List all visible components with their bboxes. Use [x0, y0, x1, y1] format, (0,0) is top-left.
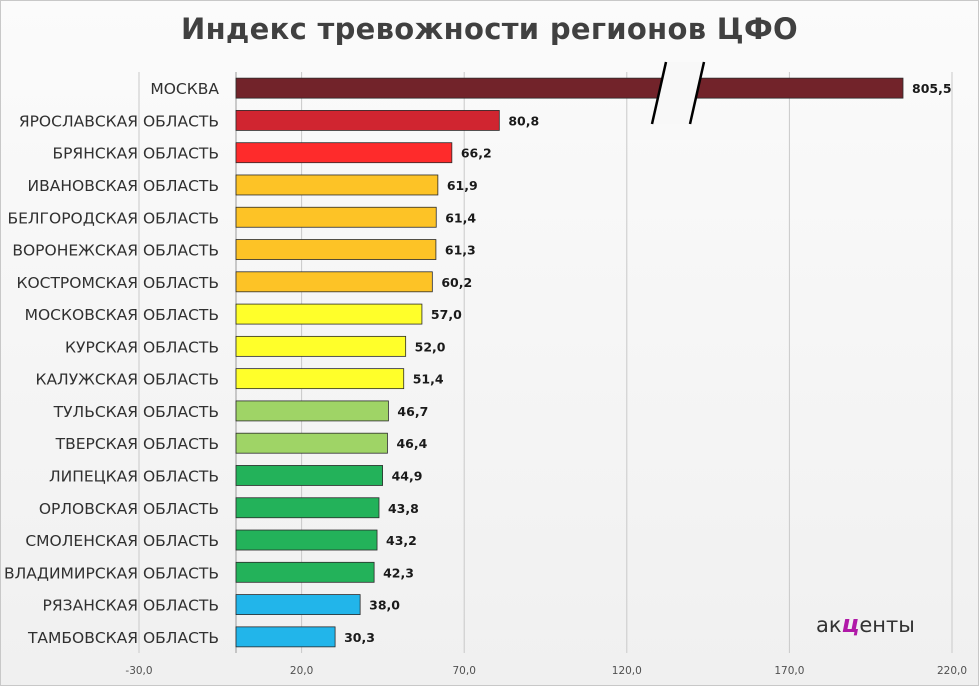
category-label: ОРЛОВСКАЯ ОБЛАСТЬ: [39, 500, 219, 518]
chart-title: Индекс тревожности регионов ЦФО: [181, 12, 798, 46]
value-label: 66,2: [461, 146, 492, 161]
bar: [235, 561, 375, 583]
category-labels: МОСКВА ЯРОСЛАВСКАЯ ОБЛАСТЬ БРЯНСКАЯ ОБЛАСТ…: [4, 80, 219, 647]
bar: [235, 110, 500, 131]
logo-accent: ц: [841, 610, 860, 638]
x-tick-label: 70,0: [453, 665, 476, 677]
bar: [235, 206, 437, 228]
value-label: 805,5: [912, 81, 952, 96]
x-tick-label: 170,0: [774, 665, 804, 677]
bars: [235, 77, 904, 648]
bar: [235, 335, 407, 357]
bar: [235, 77, 904, 99]
category-label: МОСКОВСКАЯ ОБЛАСТЬ: [25, 306, 219, 324]
bar: [235, 497, 380, 519]
category-label: БЕЛГОРОДСКАЯ ОБЛАСТЬ: [7, 209, 219, 227]
category-label: ВОРОНЕЖСКАЯ ОБЛАСТЬ: [12, 242, 219, 260]
value-label: 52,0: [415, 339, 446, 354]
value-label: 61,3: [445, 243, 476, 258]
category-label: ТВЕРСКАЯ ОБЛАСТЬ: [55, 435, 219, 453]
axis-break-mark: [650, 61, 668, 125]
category-label: ИВАНОВСКАЯ ОБЛАСТЬ: [28, 177, 219, 195]
category-label: КОСТРОМСКАЯ ОБЛАСТЬ: [16, 274, 219, 292]
x-tick-label: 20,0: [290, 665, 313, 677]
category-label: ЛИПЕЦКАЯ ОБЛАСТЬ: [49, 467, 219, 485]
value-label: 46,7: [397, 404, 428, 419]
value-label: 46,4: [396, 436, 427, 451]
akcenty-logo: акценты: [816, 610, 915, 638]
value-label: 30,3: [344, 630, 375, 645]
category-label: ВЛАДИМИРСКАЯ ОБЛАСТЬ: [4, 564, 219, 582]
value-label: 43,2: [386, 533, 417, 548]
bar: [235, 529, 378, 551]
category-label: МОСКВА: [150, 80, 219, 98]
axis-break-marks: [650, 61, 706, 125]
x-tick-labels: -30,0 20,0 70,0 120,0 170,0 220,0: [125, 665, 967, 677]
logo-prefix: ак: [816, 613, 842, 637]
x-tick-label: 220,0: [937, 665, 967, 677]
value-label: 51,4: [413, 372, 444, 387]
category-label: КАЛУЖСКАЯ ОБЛАСТЬ: [35, 371, 219, 389]
bar: [235, 368, 405, 390]
value-label: 44,9: [392, 468, 423, 483]
gridlines: [138, 72, 953, 653]
value-labels: 805,5 80,8 66,2 61,9 61,4 61,3 60,2 57,0 52,0 51,…: [344, 81, 951, 645]
bar: [235, 594, 361, 615]
value-label: 60,2: [441, 275, 472, 290]
category-label: ЯРОСЛАВСКАЯ ОБЛАСТЬ: [19, 112, 219, 130]
bar: [235, 142, 453, 164]
x-tick-label: -30,0: [125, 665, 152, 677]
category-label: ТУЛЬСКАЯ ОБЛАСТЬ: [53, 403, 219, 421]
value-label: 38,0: [369, 598, 400, 613]
value-label: 61,9: [447, 178, 478, 193]
value-label: 43,8: [388, 501, 419, 516]
bar: [235, 432, 388, 454]
axis-break-gap: [652, 62, 704, 124]
category-label: СМОЛЕНСКАЯ ОБЛАСТЬ: [25, 532, 219, 550]
axis-break-mark: [688, 61, 706, 125]
logo-suffix: енты: [859, 613, 915, 637]
bar: [235, 626, 336, 648]
bar: [235, 271, 433, 293]
category-label: РЯЗАНСКАЯ ОБЛАСТЬ: [43, 597, 219, 615]
value-label: 42,3: [383, 565, 414, 580]
bar: [235, 465, 383, 486]
value-label: 57,0: [431, 307, 462, 322]
bar: [235, 400, 389, 422]
bar: [235, 239, 437, 260]
category-label: ТАМБОВСКАЯ ОБЛАСТЬ: [27, 629, 219, 647]
category-label: КУРСКАЯ ОБЛАСТЬ: [65, 338, 219, 356]
bar: [235, 303, 423, 325]
value-label: 80,8: [508, 113, 539, 128]
x-tick-label: 120,0: [612, 665, 642, 677]
bar: [235, 174, 439, 196]
category-label: БРЯНСКАЯ ОБЛАСТЬ: [52, 145, 219, 163]
value-label: 61,4: [445, 210, 476, 225]
